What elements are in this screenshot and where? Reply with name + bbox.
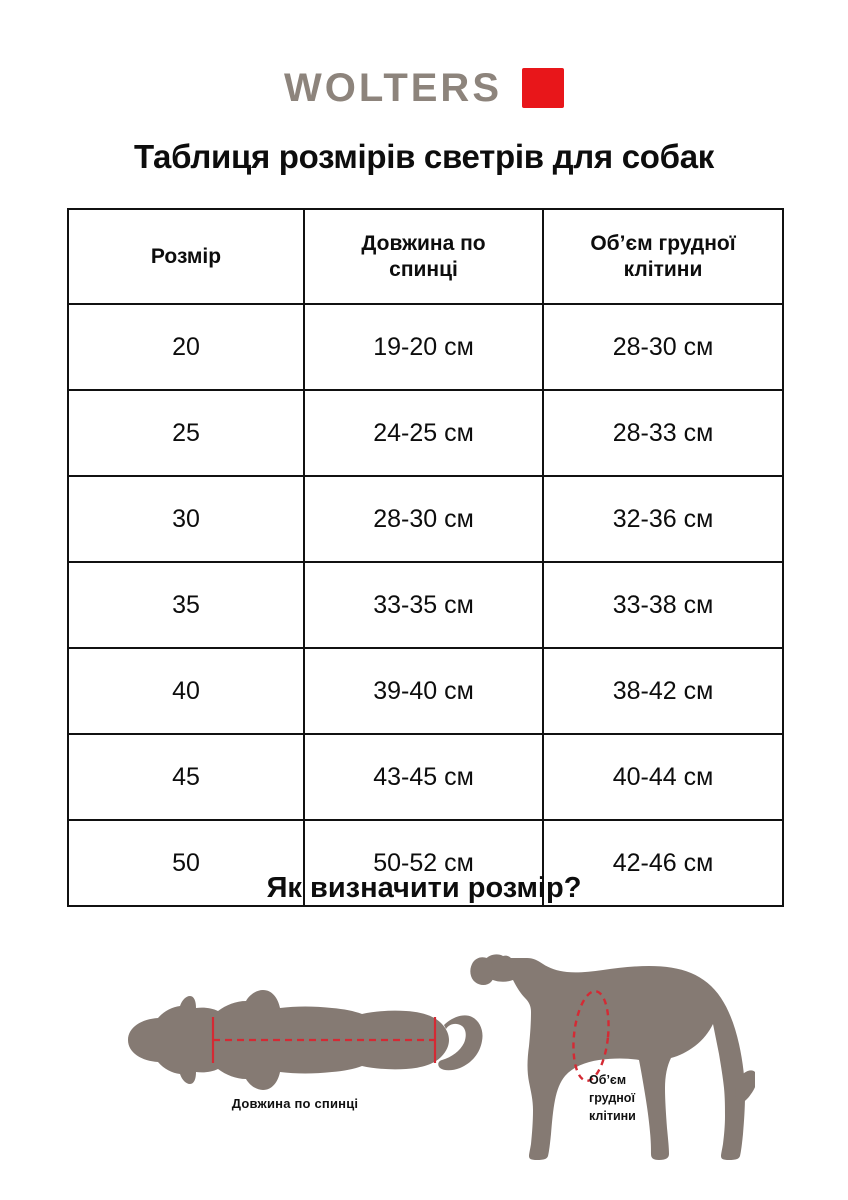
dog-side-view-diagram-icon (470, 954, 755, 1160)
column-header-size-line1: Розмір (150, 244, 222, 268)
size-table: Розмір Довжина по спинці Об’єм грудної к… (67, 208, 784, 907)
back-length-measure-line (211, 1017, 437, 1063)
dog-top-view-diagram-icon (128, 990, 483, 1090)
cell-chest: 40-44 см (542, 733, 784, 821)
cell-size: 20 (67, 303, 305, 391)
cell-back-length: 33-35 см (303, 561, 544, 649)
cell-chest: 38-42 см (542, 647, 784, 735)
cell-size: 35 (67, 561, 305, 649)
table-row: 35 33-35 см 33-38 см (67, 561, 784, 649)
cell-back-length: 19-20 см (303, 303, 544, 391)
cell-chest: 28-33 см (542, 389, 784, 477)
column-header-size: Розмір (67, 208, 305, 305)
cell-chest: 28-30 см (542, 303, 784, 391)
cell-back-length: 39-40 см (303, 647, 544, 735)
caption-chest-line3: клітини (589, 1109, 636, 1124)
measurement-diagrams (0, 920, 848, 1170)
cell-back-length: 43-45 см (303, 733, 544, 821)
column-header-chest: Об’єм грудної клітини (542, 208, 784, 305)
cell-size: 40 (67, 647, 305, 735)
page-title: Таблиця розмірів светрів для собак (134, 138, 714, 175)
cell-size: 50 (67, 819, 305, 907)
cell-size: 25 (67, 389, 305, 477)
table-header-row: Розмір Довжина по спинці Об’єм грудної к… (67, 208, 784, 305)
table-head: Розмір Довжина по спинці Об’єм грудної к… (67, 208, 784, 305)
cell-size: 30 (67, 475, 305, 563)
size-table-container: Розмір Довжина по спинці Об’єм грудної к… (67, 208, 784, 907)
cell-back-length: 50-52 см (303, 819, 544, 907)
table-row: 25 24-25 см 28-33 см (67, 389, 784, 477)
caption-chest-line1: Об’єм (589, 1073, 627, 1087)
table-row: 30 28-30 см 32-36 см (67, 475, 784, 563)
column-header-back-length-line1: Довжина по (361, 231, 486, 255)
caption-chest-line2: грудної (589, 1091, 635, 1106)
cell-back-length: 24-25 см (303, 389, 544, 477)
cell-chest: 42-46 см (542, 819, 784, 907)
cell-chest: 32-36 см (542, 475, 784, 563)
dog-side-view-silhouette-icon (470, 954, 755, 1160)
brand-red-square-logo-icon (522, 68, 564, 108)
caption-back-length: Довжина по спинці (231, 1096, 359, 1111)
caption-chest-girth: Об’єм грудної клітини (589, 1071, 699, 1125)
howto-section-title: Як визначити розмір? (266, 872, 582, 904)
table-body: 20 19-20 см 28-30 см 25 24-25 см 28-33 с… (67, 303, 784, 907)
cell-back-length: 28-30 см (303, 475, 544, 563)
cell-chest: 33-38 см (542, 561, 784, 649)
table-row: 50 50-52 см 42-46 см (67, 819, 784, 907)
cell-size: 45 (67, 733, 305, 821)
brand-wordmark: WOLTERS (283, 66, 502, 110)
column-header-chest-line2: клітини (623, 257, 703, 281)
column-header-back-length-line2: спинці (389, 257, 458, 281)
table-row: 20 19-20 см 28-30 см (67, 303, 784, 391)
column-header-chest-line1: Об’єм грудної (590, 231, 736, 255)
table-row: 45 43-45 см 40-44 см (67, 733, 784, 821)
brand-header: WOLTERS (0, 0, 848, 114)
table-row: 40 39-40 см 38-42 см (67, 647, 784, 735)
column-header-back-length: Довжина по спинці (303, 208, 544, 305)
